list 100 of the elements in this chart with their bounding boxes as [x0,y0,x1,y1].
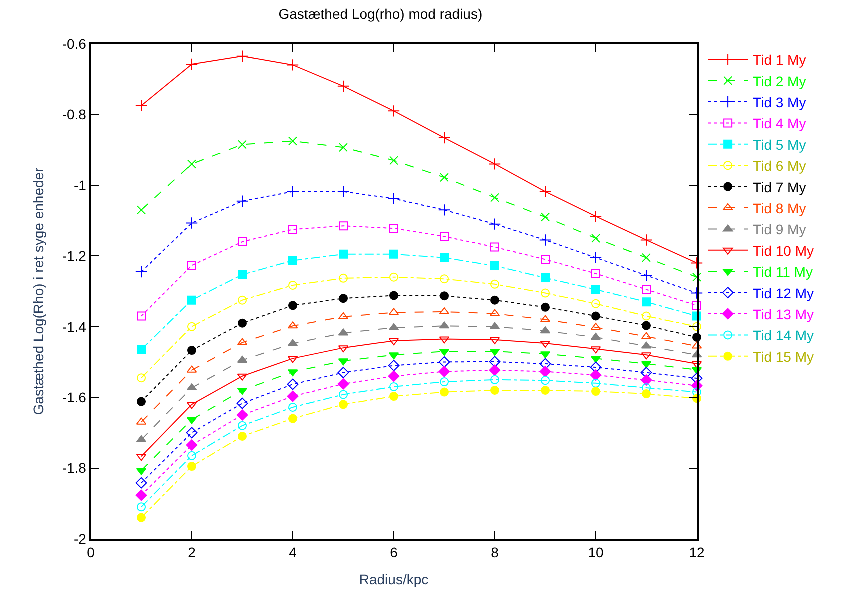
point [590,210,602,223]
point [287,390,299,402]
point [592,312,600,321]
point [388,105,400,118]
point [388,370,400,382]
point [188,322,196,332]
point [390,392,398,402]
y-axis-title: Gastæthed Log(Rho) i ret syge enheder [30,167,46,416]
point [642,321,651,330]
legend-label: Tid 7 My [753,179,806,196]
point [490,262,500,271]
y-tick-label: -0.6 [62,36,87,52]
point [438,204,451,216]
point [541,212,550,222]
point [286,59,300,72]
point [440,173,449,182]
y-tick-label: -1.2 [62,248,87,264]
point [390,224,398,234]
point [339,274,348,283]
point [337,80,350,93]
point [188,346,196,356]
point [592,269,600,278]
point [642,312,651,321]
legend-label: Tid 1 My [753,52,806,68]
legend-label: Tid 13 My [753,306,814,322]
point [490,242,500,252]
point [186,440,198,451]
point [188,296,196,305]
point [541,255,550,264]
point [541,288,550,298]
point [438,366,450,378]
x-tick-label: 8 [491,544,500,561]
point [590,370,602,381]
point [339,390,348,400]
point [440,253,449,262]
x-tick-label: 12 [689,544,705,561]
point [238,270,247,280]
point [137,513,146,522]
point [288,402,298,412]
point [438,132,451,144]
point [338,367,350,379]
y-tick-label: -0.8 [62,106,87,123]
legend-label: Tid 11 My [753,264,813,280]
legend-label: Tid 9 My [753,222,806,238]
point [288,256,298,266]
point [288,280,298,290]
point [288,301,298,310]
point [592,387,600,396]
point [592,299,600,308]
point [238,296,247,305]
point [390,382,398,392]
point [238,318,247,328]
x-tick-label: 0 [87,544,96,561]
point [541,302,550,312]
point [690,257,704,270]
point [288,225,298,234]
point [690,287,704,300]
point [592,378,600,388]
point [238,432,247,441]
point [288,414,298,424]
point [337,186,350,198]
y-tick-label: -1.8 [62,460,87,476]
point [489,364,501,376]
point [490,386,500,395]
point [490,296,500,305]
point [338,378,350,390]
point [388,192,400,205]
point [440,292,449,301]
point [136,477,148,489]
point [339,143,348,152]
y-tick-label: -1.4 [62,318,87,335]
legend-label: Tid 12 My [753,285,814,302]
x-tick-label: 10 [588,544,604,561]
point [390,250,398,259]
point [286,186,300,198]
point [339,400,348,410]
point [238,140,247,150]
x-tick-label: 2 [188,544,196,561]
point [186,217,198,230]
point [236,410,248,421]
point [490,193,500,202]
y-tick-label: -2 [74,530,87,547]
point [440,274,449,284]
point [288,136,298,146]
point [390,156,398,166]
x-axis-title: Radius/kpc [359,571,429,588]
point [590,252,602,264]
point [137,312,146,321]
point [640,269,653,282]
point [287,378,299,390]
point [440,388,449,397]
point [490,280,500,289]
point [539,234,552,246]
point [135,266,148,278]
point [137,397,146,406]
point [541,274,550,283]
point [186,427,198,439]
point [490,375,500,384]
point [488,218,502,230]
point [438,356,450,368]
